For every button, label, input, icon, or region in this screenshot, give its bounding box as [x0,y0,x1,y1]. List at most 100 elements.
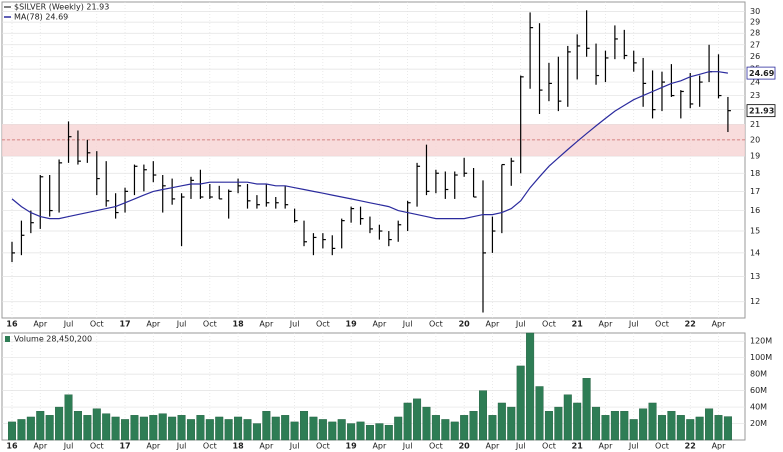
x-tick-label: 18 [233,320,245,329]
x-tick-label: Apr [33,442,48,451]
x-tick-label: Oct [203,442,217,451]
volume-bar [55,406,64,441]
volume-bar [356,421,365,441]
x-tick-label: Jul [63,442,74,451]
x-tick-label: Apr [485,442,500,451]
y-tick-label: 24 [750,78,760,87]
x-tick-label: 18 [233,442,245,451]
x-tick-label: Oct [429,320,443,329]
x-tick-label: Jul [402,320,413,329]
x-tick-label: Oct [316,442,330,451]
volume-bar [64,394,73,441]
volume-bar [121,419,130,441]
x-tick-label: Jul [289,442,300,451]
volume-bar [309,416,318,441]
y-tick-label: 60M [750,386,767,395]
volume-bar [544,410,553,441]
volume-bar [318,419,327,441]
x-tick-label: Jul [289,320,300,329]
volume-bar [422,406,431,441]
y-tick-label: 100M [750,353,772,362]
x-tick-label: Oct [203,320,217,329]
y-tick-label: 30 [750,7,760,16]
x-tick-label: Jul [176,442,187,451]
x-tick-label: Apr [146,320,161,329]
x-tick-label: Jul [176,320,187,329]
y-tick-label: 15 [750,227,760,236]
volume-bar [629,419,638,441]
volume-bar [375,423,384,441]
y-tick-label: 13 [750,272,760,281]
x-tick-label: 17 [119,320,130,329]
x-tick-label: 19 [346,320,358,329]
y-tick-label: 120M [750,337,772,346]
y-tick-label: 28 [750,29,760,38]
y-tick-label: 18 [750,169,760,178]
volume-bar [441,419,450,441]
volume-bar [149,415,158,441]
volume-bar [45,415,54,441]
volume-bar [224,419,233,441]
x-tick-label: Apr [372,320,387,329]
volume-bar [479,390,488,441]
x-tick-label: 16 [6,320,18,329]
volume-bar [705,408,714,441]
x-tick-label: Oct [429,442,443,451]
x-tick-label: Apr [146,442,161,451]
x-tick-label: Apr [712,320,727,329]
x-tick-label: Oct [655,442,669,451]
y-tick-label: 80M [750,370,767,379]
volume-bar [26,416,35,441]
x-tick-label: Oct [316,320,330,329]
title-icon [5,336,10,342]
volume-bar [130,415,139,441]
x-tick-label: Apr [33,320,48,329]
volume-bar [431,415,440,441]
x-tick-label: Oct [542,320,556,329]
volume-bar [158,413,167,441]
volume-bar [526,332,535,441]
x-tick-label: 16 [6,442,18,451]
y-tick-label: 27 [750,40,760,49]
y-tick-label: 12 [750,297,760,306]
volume-bar [168,416,177,441]
volume-bar [686,419,695,441]
volume-bar [92,408,101,441]
volume-bar [17,419,26,441]
volume-bar [271,416,280,441]
volume-bar [36,410,45,441]
x-tick-label: Apr [599,320,614,329]
y-tick-label: 26 [750,52,760,61]
volume-bar [488,415,497,441]
y-tick-label: 29 [750,18,760,27]
y-tick-label: 40M [750,403,767,412]
volume-bar [328,421,337,441]
x-tick-label: Oct [90,442,104,451]
volume-bar [695,416,704,441]
moving-average-line [11,71,728,220]
x-tick-label: 21 [572,442,584,451]
volume-bar [234,416,243,441]
volume-bar [554,406,563,441]
volume-bar [639,408,648,441]
last-value-label: 21.93 [749,107,774,116]
volume-bar [205,419,214,441]
x-tick-label: Apr [259,442,274,451]
y-tick-label: 17 [750,187,760,196]
volume-bar [460,415,469,441]
x-tick-label: Apr [485,320,500,329]
x-tick-label: 17 [119,442,130,451]
volume-bar [394,416,403,441]
volume-bar [610,410,619,441]
volume-bar [592,406,601,441]
x-tick-label: 20 [459,442,471,451]
volume-bar [73,410,82,441]
volume-bar [507,406,516,441]
x-tick-label: Apr [599,442,614,451]
volume-bar [196,415,205,441]
volume-bar [516,365,525,441]
volume-bar [384,424,393,441]
volume-bar [102,413,111,441]
